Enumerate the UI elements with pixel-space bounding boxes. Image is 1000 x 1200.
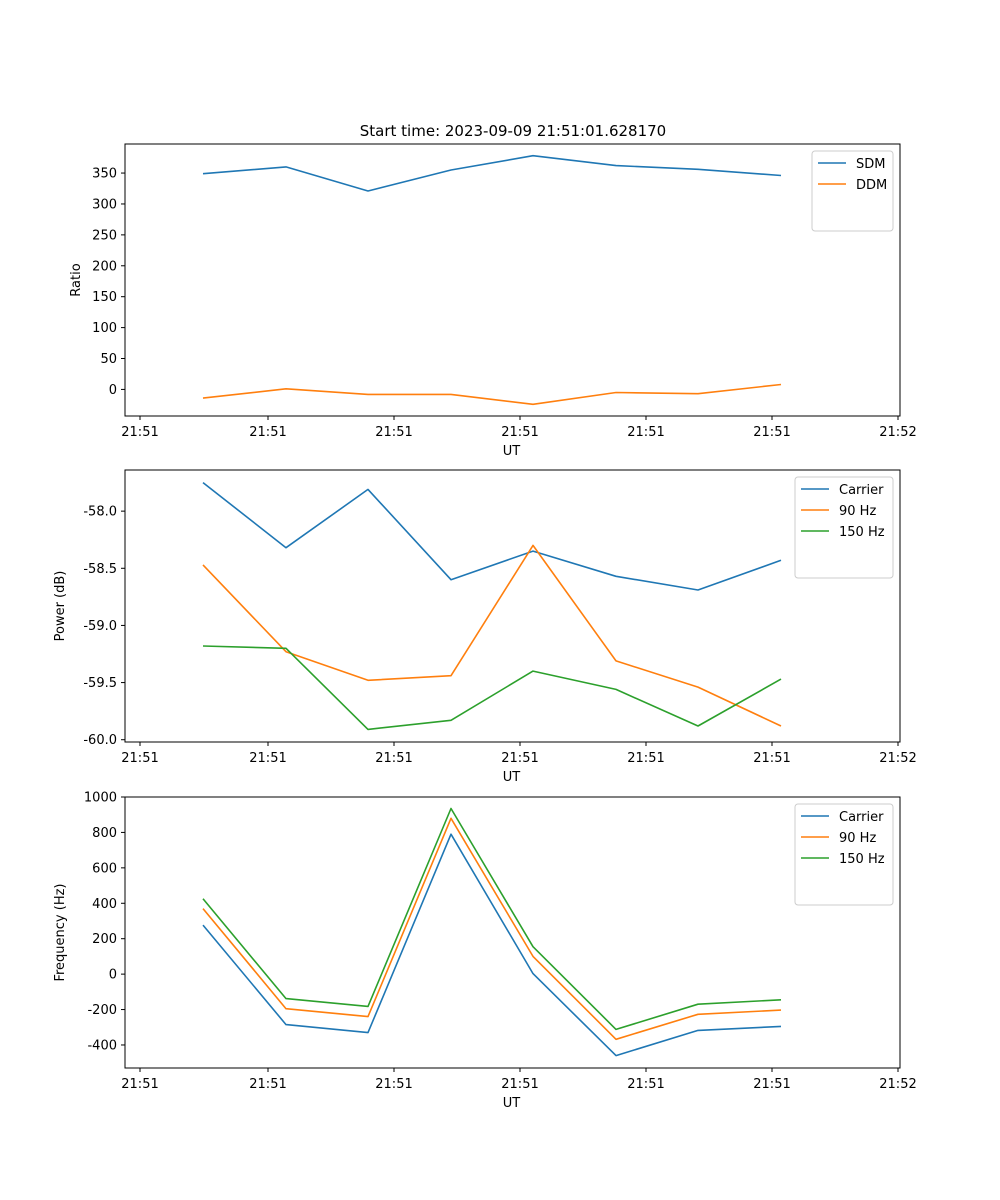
series-line-ddm bbox=[202, 383, 782, 406]
legend-label: 150 Hz bbox=[839, 852, 885, 867]
y-tick-label: -60.0 bbox=[83, 733, 117, 748]
x-axis-label: UT bbox=[503, 770, 521, 785]
x-tick-label: 21:51 bbox=[753, 1077, 790, 1092]
y-tick-label: 200 bbox=[92, 932, 117, 947]
legend-box bbox=[794, 476, 894, 579]
x-tick-label: 21:51 bbox=[375, 751, 412, 766]
x-tick-label: 21:51 bbox=[121, 425, 158, 440]
y-tick-label: -59.5 bbox=[83, 676, 117, 691]
y-tick-label: 150 bbox=[92, 290, 117, 305]
x-tick-label: 21:51 bbox=[753, 751, 790, 766]
y-tick-label: 400 bbox=[92, 897, 117, 912]
y-tick-label: -400 bbox=[87, 1038, 117, 1053]
y-tick-label: 200 bbox=[92, 259, 117, 274]
chart-2: 21:51 21:51 21:51 21:51 21:51 21:51 21:52 -60.0… bbox=[53, 469, 917, 785]
y-tick-label: -200 bbox=[87, 1003, 117, 1018]
x-tick-label: 21:51 bbox=[627, 1077, 664, 1092]
legend-2: Carrier 90 Hz 150 Hz bbox=[794, 476, 894, 579]
series-line-150-hz bbox=[202, 645, 782, 731]
y-tick-label: 100 bbox=[92, 321, 117, 336]
legend-label: SDM bbox=[856, 157, 885, 172]
plot-area-3 bbox=[124, 796, 901, 1069]
y-axis-label: Ratio bbox=[69, 263, 84, 296]
y-tick-label: 50 bbox=[100, 352, 117, 367]
series-line-carrier bbox=[202, 833, 782, 1057]
legend-label: 90 Hz bbox=[839, 504, 876, 519]
legend-label: Carrier bbox=[839, 810, 884, 825]
x-tick-label: 21:52 bbox=[879, 751, 916, 766]
x-tick-label: 21:51 bbox=[121, 751, 158, 766]
x-tick-label: 21:51 bbox=[501, 425, 538, 440]
series-line-90-hz bbox=[202, 817, 782, 1041]
y-axis-label: Frequency (Hz) bbox=[53, 883, 68, 981]
legend-1: SDM DDM bbox=[811, 150, 894, 232]
y-tick-label: -59.0 bbox=[83, 619, 117, 634]
x-tick-label: 21:52 bbox=[879, 425, 916, 440]
x-axis-label: UT bbox=[503, 444, 521, 459]
chart-3: 21:51 21:51 21:51 21:51 21:51 21:51 21:52 -400 -… bbox=[53, 791, 917, 1112]
legend-label: 150 Hz bbox=[839, 525, 885, 540]
chart-1: 21:51 21:51 21:51 21:51 21:51 21:51 21:52 0 50 10… bbox=[69, 143, 917, 459]
y-tick-label: 0 bbox=[109, 968, 117, 983]
x-axis-label: UT bbox=[503, 1096, 521, 1111]
legend-label: DDM bbox=[856, 178, 887, 193]
x-tick-label: 21:51 bbox=[249, 425, 286, 440]
legend-label: Carrier bbox=[839, 483, 884, 498]
x-tick-label: 21:51 bbox=[627, 425, 664, 440]
series-line-carrier bbox=[202, 481, 782, 591]
y-tick-label: 600 bbox=[92, 861, 117, 876]
figure-title: Start time: 2023-09-09 21:51:01.628170 bbox=[360, 122, 666, 140]
y-tick-label: 800 bbox=[92, 826, 117, 841]
x-tick-label: 21:51 bbox=[501, 751, 538, 766]
legend-3: Carrier 90 Hz 150 Hz bbox=[794, 803, 894, 906]
series-line-90-hz bbox=[202, 544, 782, 727]
y-tick-label: 300 bbox=[92, 197, 117, 212]
y-tick-label: 350 bbox=[92, 167, 117, 182]
y-tick-label: -58.0 bbox=[83, 505, 117, 520]
charts-container: 21:51 21:51 21:51 21:51 21:51 21:51 21:52 0 50 10… bbox=[53, 143, 917, 1112]
x-tick-label: 21:51 bbox=[249, 751, 286, 766]
y-tick-label: 0 bbox=[109, 383, 117, 398]
x-tick-label: 21:51 bbox=[753, 425, 790, 440]
y-tick-label: 1000 bbox=[84, 791, 117, 806]
x-tick-label: 21:51 bbox=[375, 425, 412, 440]
legend-label: 90 Hz bbox=[839, 831, 876, 846]
series-line-150-hz bbox=[202, 807, 782, 1031]
x-tick-label: 21:51 bbox=[627, 751, 664, 766]
series-line-sdm bbox=[202, 154, 782, 192]
x-tick-label: 21:51 bbox=[121, 1077, 158, 1092]
x-tick-label: 21:51 bbox=[501, 1077, 538, 1092]
x-tick-label: 21:51 bbox=[375, 1077, 412, 1092]
plot-area-2 bbox=[124, 469, 901, 743]
plot-area-1 bbox=[124, 143, 901, 417]
legend-box bbox=[811, 150, 894, 232]
y-tick-label: 250 bbox=[92, 228, 117, 243]
y-axis-label: Power (dB) bbox=[53, 571, 68, 642]
legend-box bbox=[794, 803, 894, 906]
y-tick-label: -58.5 bbox=[83, 562, 117, 577]
x-tick-label: 21:51 bbox=[249, 1077, 286, 1092]
x-tick-label: 21:52 bbox=[879, 1077, 916, 1092]
